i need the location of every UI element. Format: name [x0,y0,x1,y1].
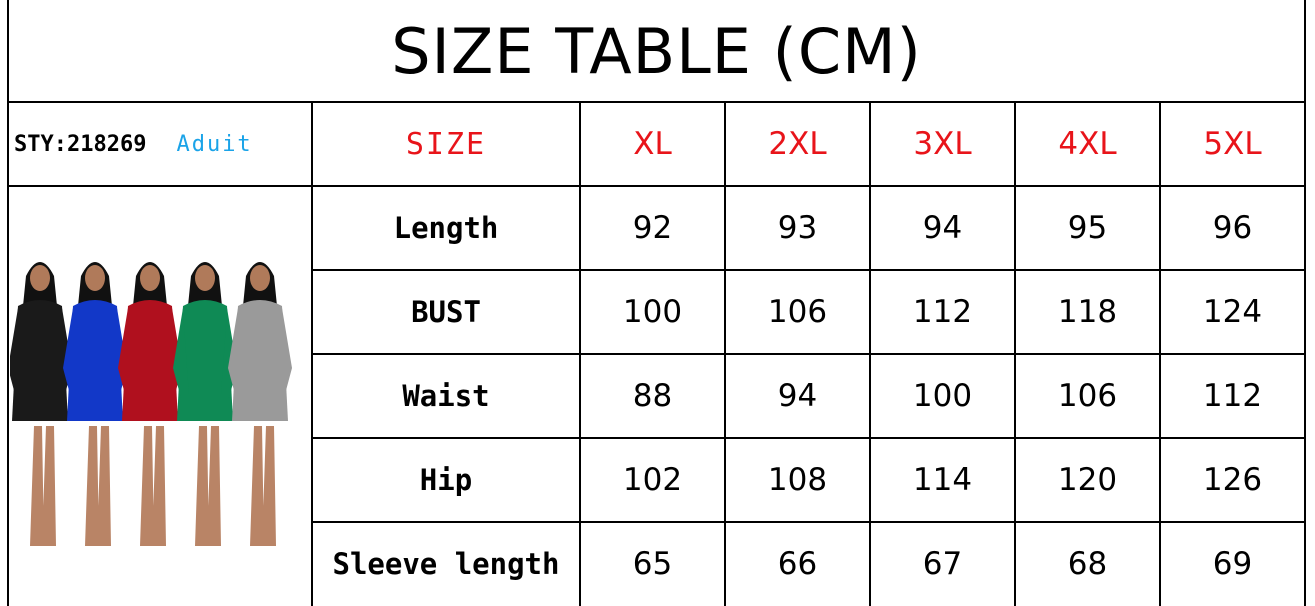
grid-line [724,102,726,606]
measurement-value: 102 [622,462,683,498]
size-column-header: 3XL [913,126,972,162]
measurement-label: Sleeve length [332,547,560,581]
size-column-header: 4XL [1058,126,1117,162]
measurement-value: 88 [632,378,673,414]
measurement-value: 112 [1202,378,1263,414]
grid-line [579,102,581,606]
measurement-label: Length [393,211,499,245]
audience-label: Aduit [176,131,253,157]
size-column-header: 5XL [1203,126,1262,162]
size-header: SIZE [405,126,487,162]
model-figure [228,262,292,546]
grid-line [8,101,1306,103]
measurement-value: 96 [1212,210,1253,246]
measurement-value: 108 [767,462,828,498]
grid-line [311,102,313,606]
measurement-value: 112 [912,294,973,330]
models-illustration [10,262,292,546]
measurement-value: 124 [1202,294,1263,330]
grid-line [312,521,1306,523]
measurement-value: 100 [912,378,973,414]
measurement-label: BUST [411,295,481,329]
grid-line [8,185,1306,187]
measurement-value: 118 [1057,294,1118,330]
measurement-value: 66 [777,546,818,582]
grid-line [1014,102,1016,606]
grid-line [1159,102,1161,606]
grid-line [312,437,1306,439]
product-image [8,186,312,606]
style-info: STY:218269 Aduit [8,102,312,186]
measurement-value: 65 [632,546,673,582]
grid-line [1304,0,1306,606]
measurement-value: 120 [1057,462,1118,498]
measurement-value: 67 [922,546,963,582]
model-figure [118,262,182,546]
measurement-value: 69 [1212,546,1253,582]
measurement-value: 68 [1067,546,1108,582]
measurement-value: 92 [632,210,673,246]
measurement-value: 94 [922,210,963,246]
style-code: STY:218269 [14,131,147,157]
measurement-value: 94 [777,378,818,414]
grid-line [312,269,1306,271]
measurement-label: Waist [402,379,490,413]
measurement-value: 95 [1067,210,1108,246]
model-figure [10,262,72,546]
measurement-value: 114 [912,462,973,498]
measurement-label: Hip [419,463,473,497]
model-figure [63,262,127,546]
grid-line [7,0,9,606]
measurement-value: 126 [1202,462,1263,498]
measurement-value: 106 [767,294,828,330]
measurement-value: 93 [777,210,818,246]
measurement-value: 100 [622,294,683,330]
grid-line [869,102,871,606]
page-title: SIZE TABLE (CM) [391,14,922,88]
grid-line [312,353,1306,355]
size-column-header: XL [633,126,672,162]
measurement-value: 106 [1057,378,1118,414]
size-column-header: 2XL [768,126,827,162]
model-figure [173,262,237,546]
